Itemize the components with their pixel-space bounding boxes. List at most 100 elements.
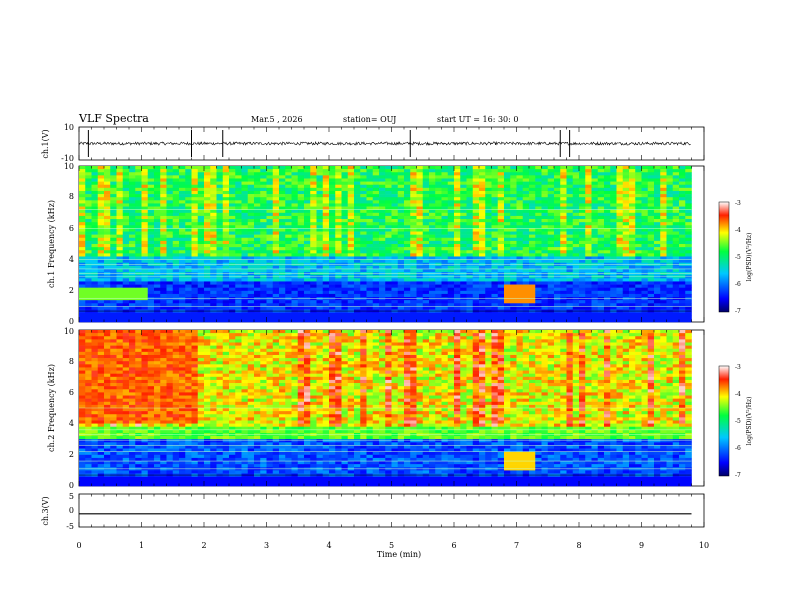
spectrogram-cell [310,237,317,242]
spectrogram-cell [260,212,267,217]
spectrogram-cell [322,265,330,270]
spectrogram-cell [147,284,155,288]
spectrogram-cell [291,222,299,226]
spectrogram-cell [460,290,467,295]
spectrogram-cell [679,250,686,254]
spectrogram-cell [141,293,149,298]
spectrogram-cell [216,194,224,198]
spectrogram-cell [497,240,505,245]
spectrogram-cell [435,219,442,223]
spectrogram-cell [135,187,142,192]
spectrogram-cell [335,212,342,217]
spectrogram-cell [622,303,630,307]
spectrogram-cell [472,169,480,173]
spectrogram-cell [685,225,692,229]
spectrogram-cell [347,197,355,201]
spectrogram-cell [322,237,330,242]
spectrogram-cell [566,203,574,207]
spectrogram-cell [385,281,392,285]
spectrogram-cell [416,237,424,242]
spectrogram-cell [460,184,467,189]
spectrogram-cell [204,178,211,182]
spectrogram-cell [129,231,136,235]
spectrogram-cell [529,303,536,307]
spectrogram-cell [266,244,274,248]
spectrogram-cell [604,225,611,229]
spectrogram-cell [254,244,261,248]
spectrogram-cell [504,250,511,254]
spectrogram-cell [672,244,680,248]
spectrogram-cell [554,175,561,179]
spectrogram-cell [235,222,242,226]
spectrogram-cell [297,206,305,210]
spectrogram-cell [154,265,161,270]
spectrogram-cell [354,268,361,273]
spectrogram-cell [285,290,292,295]
spectrogram-cell [585,206,592,210]
spectrogram-cell [497,194,505,198]
spectrogram-cell [429,284,436,288]
spectrogram-cell [266,250,274,254]
spectrogram-cell [535,315,542,320]
spectrogram-cell [147,175,155,179]
spectrogram-cell [97,197,105,201]
spectrogram-cell [147,200,155,204]
spectrogram-cell [666,315,674,320]
spectrogram-cell [291,244,299,248]
spectrogram-cell [641,181,649,186]
spectrogram-cell [435,172,442,176]
spectrogram-cell [154,203,161,207]
spectrogram-cell [166,287,174,292]
spectrogram-cell [397,290,405,295]
spectrogram-cell [247,315,255,320]
spectrogram-cell [497,278,505,282]
spectrogram-cell [191,212,199,217]
spectrogram-cell [179,240,186,245]
spectrogram-cell [610,290,617,295]
spectrogram-cell [504,209,511,214]
spectrogram-cell [297,231,305,235]
spectrogram-cell [335,190,342,195]
spectrogram-cell [660,169,667,173]
spectrogram-cell [247,234,255,239]
spectrogram-cell [322,231,330,235]
spectrogram-cell [479,290,486,295]
spectrogram-cell [472,200,480,204]
spectrogram-cell [410,169,417,173]
spectrogram-cell [354,303,361,307]
spectrogram-cell [535,190,542,195]
spectrogram-cell [91,219,99,223]
spectrogram-cell [266,293,274,298]
spectrogram-cell [466,209,474,214]
spectrogram-cell [379,169,386,173]
spectrogram-cell [110,187,117,192]
spectrogram-cell [647,200,655,204]
spectrogram-cell [566,228,574,232]
spectrogram-cell [560,293,567,298]
spectrogram-cell [204,281,211,285]
spectrogram-cell [647,256,655,260]
spectrogram-cell [597,303,605,307]
spectrogram-cell [541,303,549,307]
spectrogram-cell [85,265,92,270]
spectrogram-cell [166,172,174,176]
spectrogram-cell [685,215,692,220]
spectrogram-cell [535,203,542,207]
spectrogram-cell [654,184,661,189]
spectrogram-cell [197,212,205,217]
spectrogram-cell [329,209,336,214]
spectrogram-cell [172,237,180,242]
spectrogram-cell [379,290,386,295]
spectrogram-cell [485,184,492,189]
spectrogram-cell [504,259,511,264]
spectrogram-cell [104,312,111,317]
spectrogram-cell [304,278,311,282]
spectrogram-cell [297,178,305,182]
spectrogram-cell [322,197,330,201]
spectrogram-cell [566,209,574,214]
spectrogram-cell [354,256,361,260]
spectrogram-cell [297,312,305,317]
spectrogram-cell [522,240,530,245]
spectrogram-cell [179,306,186,310]
spectrogram-cell [272,256,280,260]
